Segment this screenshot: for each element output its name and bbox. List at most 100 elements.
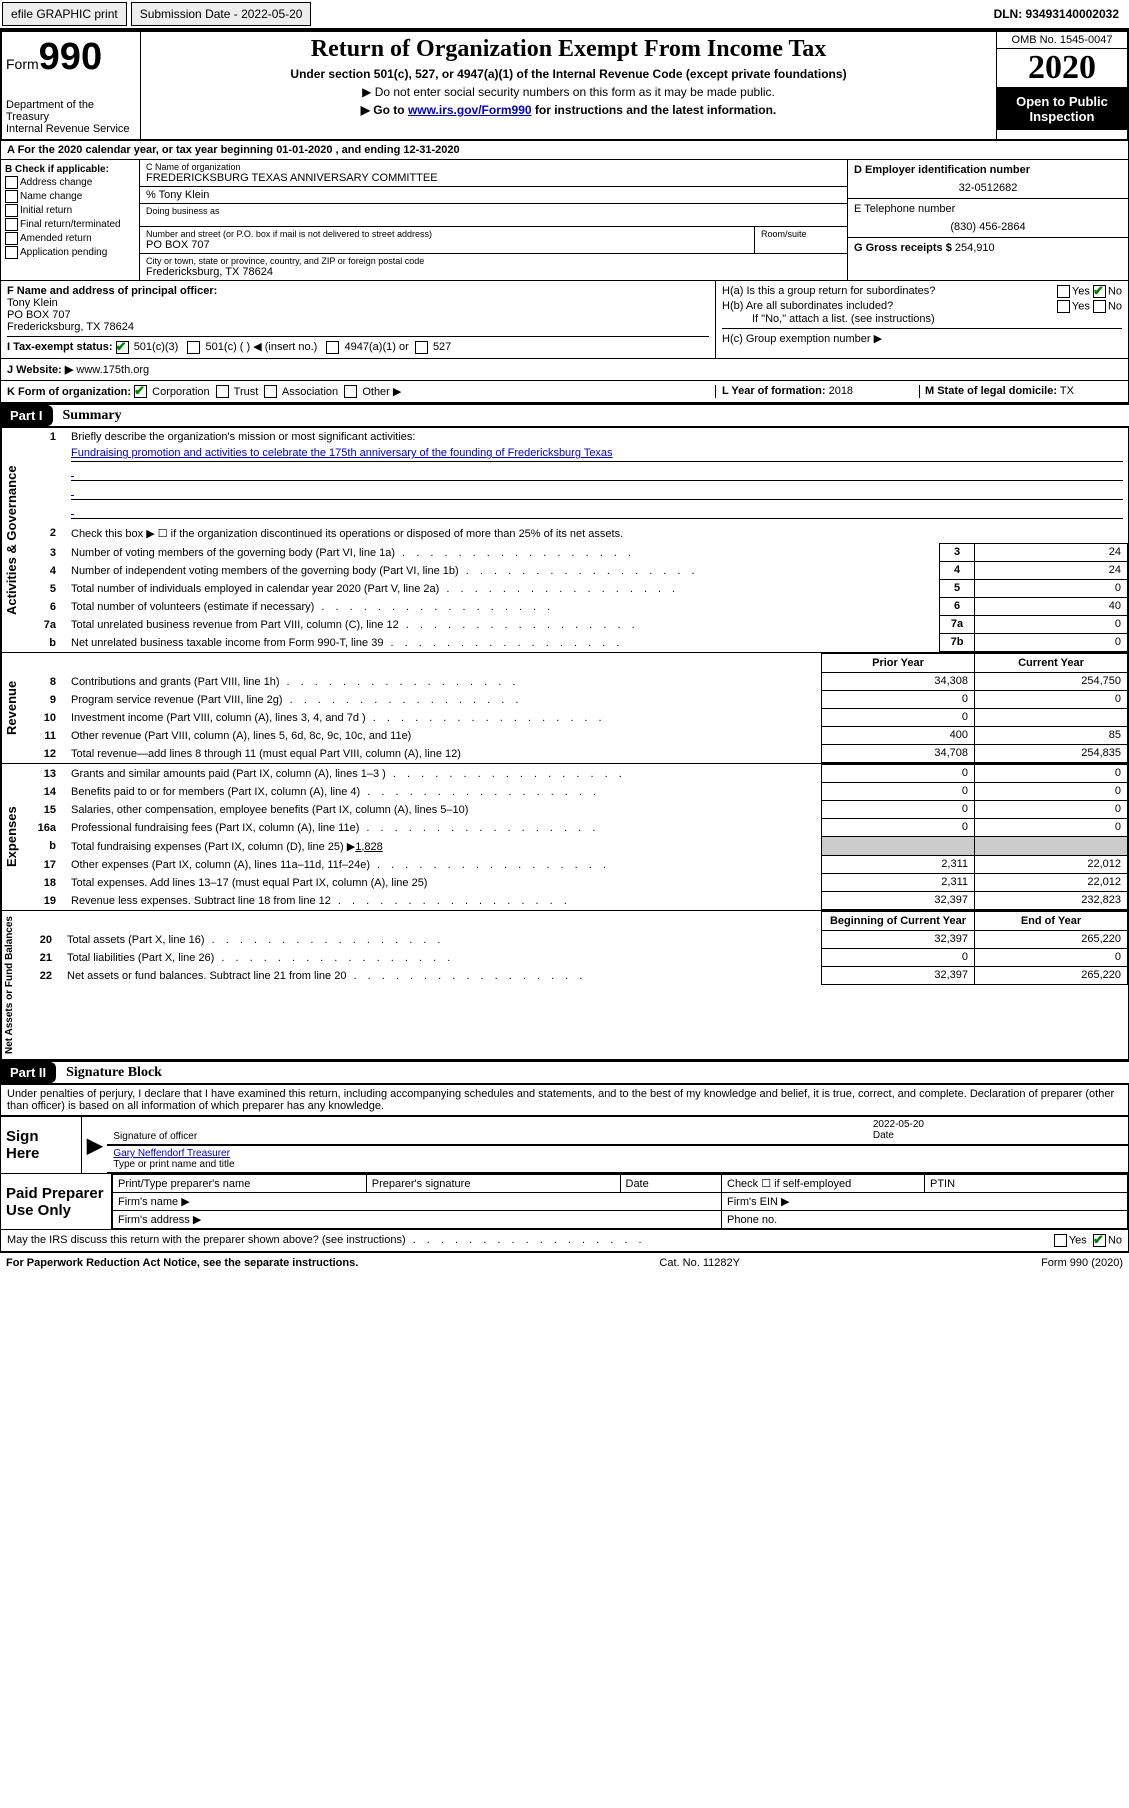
hb-no-checkbox[interactable] <box>1093 300 1106 313</box>
line5-ref: 5 <box>940 580 975 598</box>
line9-prior: 0 <box>822 691 975 709</box>
form-header-left: Form990 Department of the Treasury Inter… <box>2 32 141 139</box>
amended-return-checkbox[interactable] <box>5 232 18 245</box>
ein-value: 32-0512682 <box>854 182 1122 194</box>
current-year-header: Current Year <box>975 654 1128 673</box>
hb-no: No <box>1108 300 1122 312</box>
line16a-label: Professional fundraising fees (Part IX, … <box>66 819 822 837</box>
prep-ptin: PTIN <box>925 1175 1128 1193</box>
other-checkbox[interactable] <box>344 385 357 398</box>
dba-label: Doing business as <box>140 204 847 227</box>
part1-title: Summary <box>63 408 122 424</box>
gross-value: 254,910 <box>955 242 995 254</box>
gross-label: G Gross receipts $ <box>854 242 952 254</box>
hc-label: H(c) Group exemption number ▶ <box>722 328 1122 345</box>
opt-assoc: Association <box>282 386 338 398</box>
firm-name: Firm's name ▶ <box>113 1193 722 1211</box>
form-note1: ▶ Do not enter social security numbers o… <box>145 85 992 99</box>
form-header: Form990 Department of the Treasury Inter… <box>0 30 1129 141</box>
room-label: Room/suite <box>755 227 847 253</box>
501c3-checkbox[interactable] <box>116 341 129 354</box>
line5-val: 0 <box>975 580 1128 598</box>
line19-current: 232,823 <box>975 892 1128 910</box>
paperwork-notice: For Paperwork Reduction Act Notice, see … <box>6 1257 358 1269</box>
line16b-current-shaded <box>975 837 1128 856</box>
dept-label: Department of the Treasury <box>6 99 136 123</box>
sig-name-value: Gary Neffendorf Treasurer <box>113 1148 1122 1159</box>
vert-revenue: Revenue <box>1 653 21 763</box>
line11-label: Other revenue (Part VIII, column (A), li… <box>66 727 822 745</box>
efile-graphic-label: efile GRAPHIC print <box>2 2 127 26</box>
street-value: PO BOX 707 <box>146 239 748 251</box>
corp-checkbox[interactable] <box>134 385 147 398</box>
top-header-bar: efile GRAPHIC print Submission Date - 20… <box>0 0 1129 30</box>
part2-tag: Part II <box>0 1062 56 1083</box>
discuss-label: May the IRS discuss this return with the… <box>7 1234 406 1246</box>
street-label: Number and street (or P.O. box if mail i… <box>146 229 748 239</box>
line1-text: Fundraising promotion and activities to … <box>71 445 1123 462</box>
form-no-footer: Form 990 (2020) <box>1041 1257 1123 1269</box>
address-change-checkbox[interactable] <box>5 176 18 189</box>
name-change-checkbox[interactable] <box>5 190 18 203</box>
form-title: Return of Organization Exempt From Incom… <box>145 36 992 63</box>
ha-no-checkbox[interactable] <box>1093 285 1106 298</box>
line14-label: Benefits paid to or for members (Part IX… <box>66 783 822 801</box>
end-year-header: End of Year <box>975 912 1128 931</box>
firm-ein: Firm's EIN ▶ <box>722 1193 1128 1211</box>
line19-prior: 32,397 <box>822 892 975 910</box>
line5-label: Total number of individuals employed in … <box>66 580 940 598</box>
line17-current: 22,012 <box>975 856 1128 874</box>
opt-4947: 4947(a)(1) or <box>345 341 409 353</box>
discuss-no-checkbox[interactable] <box>1093 1234 1106 1247</box>
line19-label: Revenue less expenses. Subtract line 18 … <box>66 892 822 910</box>
city-label: City or town, state or province, country… <box>146 256 841 266</box>
527-checkbox[interactable] <box>415 341 428 354</box>
line14-prior: 0 <box>822 783 975 801</box>
line21-prior: 0 <box>822 949 975 967</box>
phone-value: (830) 456-2864 <box>854 221 1122 233</box>
line4-label: Number of independent voting members of … <box>66 562 940 580</box>
ein-label: D Employer identification number <box>854 164 1122 176</box>
l-label: L Year of formation: <box>722 385 826 397</box>
discuss-no: No <box>1108 1235 1122 1247</box>
hb-note: If "No," attach a list. (see instruction… <box>722 313 1122 325</box>
firm-phone: Phone no. <box>722 1211 1128 1229</box>
firm-addr: Firm's address ▶ <box>113 1211 722 1229</box>
opt-trust: Trust <box>234 386 259 398</box>
line16b-val: 1,828 <box>355 841 383 853</box>
declaration-text: Under penalties of perjury, I declare th… <box>0 1083 1129 1116</box>
form-label: Form <box>6 56 39 72</box>
opt-amended: Amended return <box>20 233 92 244</box>
city-value: Fredericksburg, TX 78624 <box>146 266 841 278</box>
discuss-yes-checkbox[interactable] <box>1054 1234 1067 1247</box>
sig-date-value: 2022-05-20 <box>873 1119 1122 1130</box>
prep-sig: Preparer's signature <box>366 1175 620 1193</box>
line14-current: 0 <box>975 783 1128 801</box>
line17-prior: 2,311 <box>822 856 975 874</box>
website-value: www.175th.org <box>76 364 149 376</box>
trust-checkbox[interactable] <box>216 385 229 398</box>
4947-checkbox[interactable] <box>326 341 339 354</box>
form-header-right: OMB No. 1545-0047 2020 Open to Public In… <box>996 32 1127 139</box>
line15-prior: 0 <box>822 801 975 819</box>
section-k-label: K Form of organization: <box>7 386 131 398</box>
line18-label: Total expenses. Add lines 13–17 (must eq… <box>66 874 822 892</box>
discuss-row: May the IRS discuss this return with the… <box>0 1230 1129 1252</box>
line22-current: 265,220 <box>975 967 1128 985</box>
final-return-checkbox[interactable] <box>5 218 18 231</box>
prep-check: Check ☐ if self-employed <box>722 1175 925 1193</box>
section-b: B Check if applicable: Address change Na… <box>1 160 140 280</box>
ha-yes-checkbox[interactable] <box>1057 285 1070 298</box>
line8-current: 254,750 <box>975 673 1128 691</box>
hb-yes-checkbox[interactable] <box>1057 300 1070 313</box>
app-pending-checkbox[interactable] <box>5 246 18 259</box>
line20-current: 265,220 <box>975 931 1128 949</box>
line16a-current: 0 <box>975 819 1128 837</box>
form990-link[interactable]: www.irs.gov/Form990 <box>408 103 532 117</box>
501c-checkbox[interactable] <box>187 341 200 354</box>
assoc-checkbox[interactable] <box>264 385 277 398</box>
officer-name: Tony Klein <box>7 297 709 309</box>
initial-return-checkbox[interactable] <box>5 204 18 217</box>
form-header-center: Return of Organization Exempt From Incom… <box>141 32 996 139</box>
officer-addr1: PO BOX 707 <box>7 309 709 321</box>
